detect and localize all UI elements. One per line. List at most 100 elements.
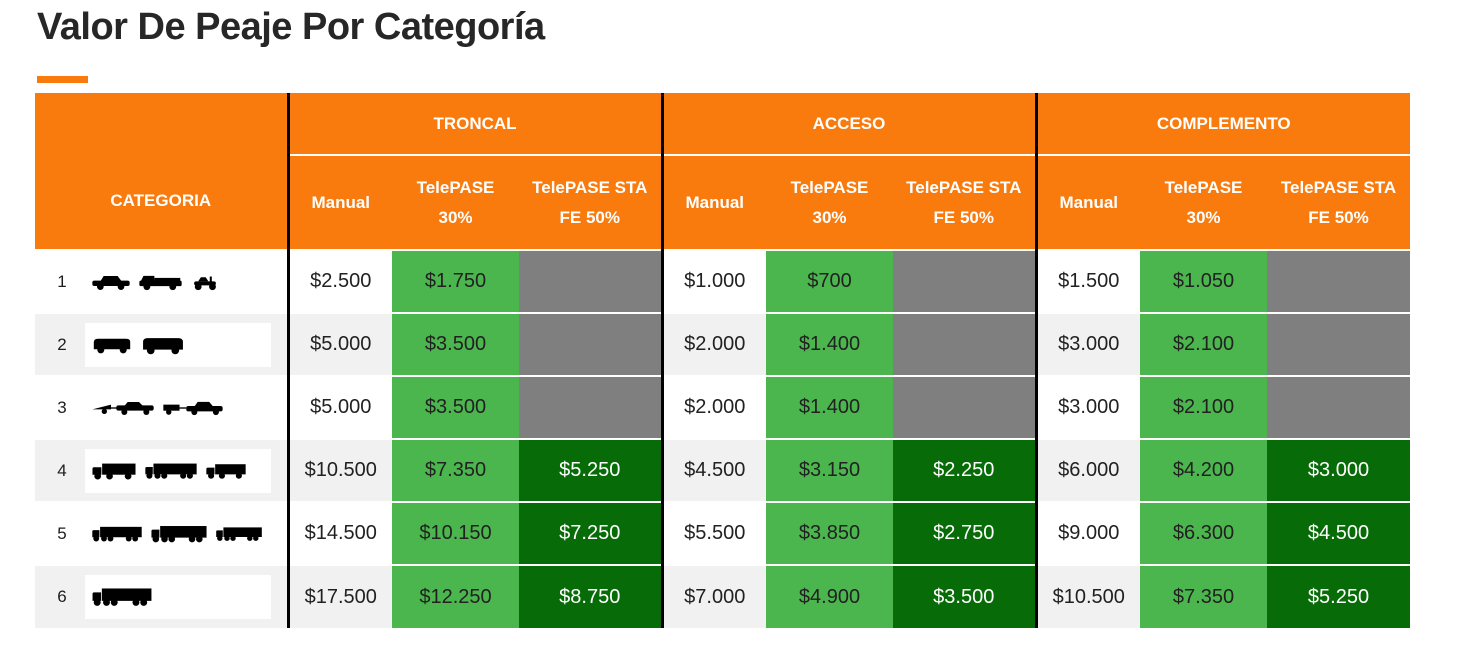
vehicle-icons bbox=[85, 448, 271, 493]
price-cell-complemento-telepase30: $1.050 bbox=[1140, 249, 1267, 313]
complemento-telepase30-header: TelePASE 30% bbox=[1140, 155, 1267, 250]
car-with-boat-trailer-icon bbox=[91, 395, 155, 421]
price-cell-acceso-telepase50: $3.500 bbox=[893, 564, 1036, 628]
price-cell-acceso-telepase30: $1.400 bbox=[766, 375, 893, 439]
price-cell-complemento-telepase30: $4.200 bbox=[1140, 438, 1267, 502]
semi-truck-icon bbox=[144, 458, 198, 484]
price-cell-acceso-manual: $2.000 bbox=[660, 312, 766, 376]
category-number: 6 bbox=[57, 587, 67, 606]
section-header-row: CATEGORIA TRONCAL ACCESO COMPLEMENTO bbox=[35, 93, 1410, 250]
acceso-manual-header: Manual bbox=[660, 155, 766, 250]
category-number: 1 bbox=[57, 271, 67, 291]
vehicle-icons bbox=[85, 385, 271, 430]
price-cell-complemento-telepase50 bbox=[1267, 312, 1410, 376]
price-cell-troncal-telepase50 bbox=[519, 312, 662, 376]
category-cell: 6 bbox=[35, 564, 288, 628]
price-cell-troncal-telepase50 bbox=[519, 249, 662, 313]
toll-price-table: CATEGORIA TRONCAL ACCESO COMPLEMENTO Man… bbox=[35, 93, 1410, 628]
price-cell-complemento-manual: $1.500 bbox=[1034, 249, 1140, 313]
price-cell-acceso-telepase50 bbox=[893, 312, 1036, 376]
price-cell-troncal-telepase30: $3.500 bbox=[392, 312, 519, 376]
price-cell-complemento-telepase30: $7.350 bbox=[1140, 564, 1267, 628]
price-cell-complemento-manual: $6.000 bbox=[1034, 438, 1140, 502]
price-cell-complemento-telepase50: $5.250 bbox=[1267, 564, 1410, 628]
price-cell-complemento-manual: $9.000 bbox=[1034, 501, 1140, 565]
price-cell-complemento-telepase50: $4.500 bbox=[1267, 501, 1410, 565]
subcolumn-header-row: Manual TelePASE 30% TelePASE STA FE 50% … bbox=[35, 155, 1410, 250]
price-cell-troncal-telepase50 bbox=[519, 375, 662, 439]
price-cell-troncal-telepase30: $7.350 bbox=[392, 438, 519, 502]
price-cell-troncal-telepase30: $1.750 bbox=[392, 249, 519, 313]
price-cell-acceso-manual: $2.000 bbox=[660, 375, 766, 439]
semi-truck-icon bbox=[150, 521, 208, 547]
semi-truck-icon bbox=[91, 584, 153, 610]
price-cell-troncal-manual: $14.500 bbox=[286, 501, 392, 565]
box-truck-icon bbox=[91, 458, 137, 484]
price-cell-troncal-telepase30: $12.250 bbox=[392, 564, 519, 628]
category-cell: 2 bbox=[35, 312, 288, 376]
price-cell-troncal-manual: $5.000 bbox=[286, 375, 392, 439]
van-icon bbox=[91, 332, 133, 358]
table-row-category-6: 6 $17.500 $12.250 $8.750 $7.000 $4.900 $… bbox=[35, 564, 1410, 628]
price-cell-acceso-telepase50 bbox=[893, 249, 1036, 313]
price-cell-acceso-manual: $7.000 bbox=[660, 564, 766, 628]
troncal-telepase50-header: TelePASE STA FE 50% bbox=[519, 155, 662, 250]
price-cell-complemento-telepase50 bbox=[1267, 249, 1410, 313]
price-cell-troncal-telepase50: $8.750 bbox=[519, 564, 662, 628]
category-number: 4 bbox=[57, 460, 67, 480]
table-row-category-5: 5 $14.500 $10.150 $7.250 $5.500 $3.850 $… bbox=[35, 501, 1410, 565]
complemento-telepase50-header: TelePASE STA FE 50% bbox=[1267, 155, 1410, 250]
price-cell-complemento-telepase30: $6.300 bbox=[1140, 501, 1267, 565]
acceso-telepase50-header: TelePASE STA FE 50% bbox=[893, 155, 1036, 250]
car-with-trailer-icon bbox=[162, 395, 224, 421]
vehicle-icons bbox=[85, 322, 271, 367]
table-row-category-1: 1 $2.500 $1.750 $1.000 $700 $1.500 $1.05… bbox=[35, 249, 1410, 313]
price-cell-acceso-telepase30: $4.900 bbox=[766, 564, 893, 628]
table-row-category-2: 2 $5.000 $3.500 $2.000 $1.400 $3.000 $2.… bbox=[35, 312, 1410, 376]
vehicle-icons bbox=[85, 259, 271, 304]
semi-truck-icon bbox=[91, 521, 143, 547]
quad-motorcycle-icon bbox=[190, 270, 220, 294]
price-cell-troncal-manual: $2.500 bbox=[286, 249, 392, 313]
category-number: 3 bbox=[57, 397, 67, 417]
price-cell-acceso-telepase50: $2.750 bbox=[893, 501, 1036, 565]
troncal-telepase30-header: TelePASE 30% bbox=[392, 155, 519, 250]
price-cell-troncal-telepase50: $5.250 bbox=[519, 438, 662, 502]
section-header-acceso: ACCESO bbox=[660, 93, 1036, 156]
price-cell-acceso-manual: $1.000 bbox=[660, 249, 766, 313]
price-cell-complemento-telepase50: $3.000 bbox=[1267, 438, 1410, 502]
category-cell: 5 bbox=[35, 501, 288, 565]
van-icon bbox=[140, 332, 186, 358]
price-cell-troncal-telepase50: $7.250 bbox=[519, 501, 662, 565]
troncal-manual-header: Manual bbox=[286, 155, 392, 250]
price-cell-acceso-telepase30: $700 bbox=[766, 249, 893, 313]
price-cell-acceso-telepase30: $3.850 bbox=[766, 501, 893, 565]
acceso-telepase30-header: TelePASE 30% bbox=[766, 155, 893, 250]
price-cell-complemento-manual: $3.000 bbox=[1034, 375, 1140, 439]
price-cell-acceso-telepase30: $3.150 bbox=[766, 438, 893, 502]
price-cell-acceso-telepase30: $1.400 bbox=[766, 312, 893, 376]
category-number: 2 bbox=[57, 334, 67, 354]
table-row-category-4: 4 $10.500 $7.350 $5.250 $4.500 $3.150 $2… bbox=[35, 438, 1410, 502]
price-cell-troncal-telepase30: $3.500 bbox=[392, 375, 519, 439]
section-header-troncal: TRONCAL bbox=[286, 93, 662, 156]
car-icon bbox=[91, 269, 131, 295]
price-cell-troncal-telepase30: $10.150 bbox=[392, 501, 519, 565]
pickup-truck-icon bbox=[138, 269, 183, 295]
price-cell-complemento-manual: $3.000 bbox=[1034, 312, 1140, 376]
box-truck-icon bbox=[205, 458, 247, 484]
price-cell-acceso-telepase50 bbox=[893, 375, 1036, 439]
price-cell-acceso-manual: $4.500 bbox=[660, 438, 766, 502]
vehicle-icons bbox=[85, 575, 271, 619]
vehicle-icons bbox=[85, 511, 271, 556]
category-number: 5 bbox=[57, 523, 67, 543]
category-cell: 3 bbox=[35, 375, 288, 439]
table-row-category-3: 3 $5.000 $3.500 $2.000 $1.400 $3.000 $2.… bbox=[35, 375, 1410, 439]
price-cell-troncal-manual: $5.000 bbox=[286, 312, 392, 376]
price-cell-troncal-manual: $10.500 bbox=[286, 438, 392, 502]
category-cell: 1 bbox=[35, 249, 288, 313]
price-cell-troncal-manual: $17.500 bbox=[286, 564, 392, 628]
page-title: Valor De Peaje Por Categoría bbox=[37, 6, 545, 48]
section-header-complemento: COMPLEMENTO bbox=[1034, 93, 1410, 156]
price-cell-complemento-telepase30: $2.100 bbox=[1140, 312, 1267, 376]
